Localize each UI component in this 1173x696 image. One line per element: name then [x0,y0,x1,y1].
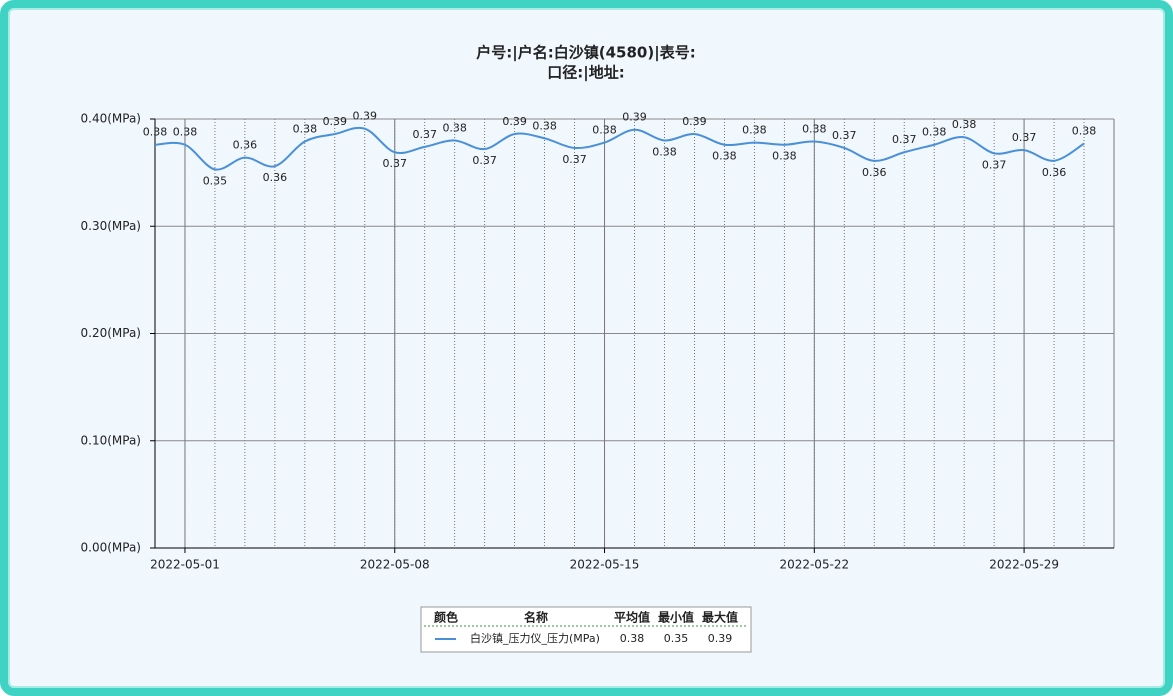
chart-title: 户号:|户名:白沙镇(4580)|表号: [476,44,695,63]
legend-stat: 0.39 [708,632,733,645]
data-label: 0.36 [862,166,887,179]
legend-header: 最小值 [658,610,694,625]
data-label: 0.39 [323,115,348,128]
series-line [154,126,1085,171]
data-label: 0.37 [832,129,857,142]
legend-label: 白沙镇_压力仪_压力(MPa) [470,631,600,645]
x-tick-label: 2022-05-22 [779,558,849,572]
legend-header: 颜色 [434,610,458,625]
data-label: 0.38 [802,123,827,136]
data-label: 0.37 [982,158,1007,171]
data-label: 0.38 [952,118,977,131]
data-label: 0.35 [203,174,228,187]
y-tick-label: 0.10(MPa) [81,433,142,447]
data-label: 0.38 [922,126,947,139]
data-label: 0.39 [622,111,647,124]
data-label: 0.38 [712,150,737,163]
data-label: 0.38 [143,126,168,139]
data-label: 0.38 [652,145,677,158]
data-label: 0.38 [173,126,198,139]
y-tick-label: 0.20(MPa) [81,326,142,340]
data-label: 0.37 [472,154,497,167]
data-label: 0.38 [532,119,557,132]
chart-subtitle: 口径:|地址: [547,64,624,83]
legend-box [420,606,752,653]
y-tick-label: 0.30(MPa) [81,219,142,233]
data-label: 0.37 [1012,131,1037,144]
data-label: 0.38 [592,124,617,137]
x-tick-label: 2022-05-29 [989,558,1059,572]
data-label: 0.39 [353,110,378,123]
data-label: 0.38 [293,123,318,136]
data-label: 0.38 [442,121,467,134]
data-label: 0.38 [772,150,797,163]
data-label: 0.39 [502,115,527,128]
data-label: 0.37 [383,157,408,170]
data-label: 0.36 [1042,166,1067,179]
legend-header: 最大值 [702,610,738,625]
data-label: 0.38 [742,124,767,137]
y-tick-label: 0.40(MPa) [81,112,142,126]
data-label: 0.37 [412,128,437,141]
x-tick-label: 2022-05-08 [360,558,430,572]
legend-stat: 0.38 [620,632,645,645]
x-tick-label: 2022-05-15 [570,558,640,572]
data-label: 0.37 [562,153,587,166]
data-label: 0.37 [892,133,917,146]
legend-stat: 0.35 [664,632,689,645]
legend-header: 平均值 [614,610,650,625]
data-label: 0.39 [682,115,707,128]
legend-header: 名称 [524,610,548,625]
x-tick-label: 2022-05-01 [150,558,220,572]
data-label: 0.36 [233,139,258,152]
y-tick-label: 0.00(MPa) [81,541,142,555]
data-label: 0.38 [1072,125,1097,138]
data-label: 0.36 [263,171,288,184]
